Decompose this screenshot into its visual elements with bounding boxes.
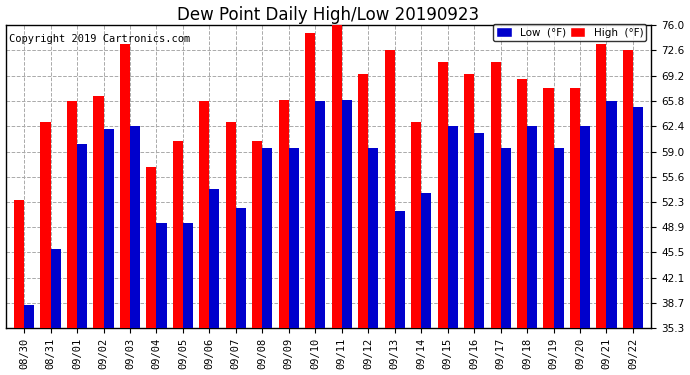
Bar xyxy=(305,33,315,375)
Bar xyxy=(596,44,607,375)
Bar xyxy=(448,126,457,375)
Legend: Low  (°F), High  (°F): Low (°F), High (°F) xyxy=(493,24,647,41)
Bar xyxy=(157,223,166,375)
Bar xyxy=(500,148,511,375)
Text: Copyright 2019 Cartronics.com: Copyright 2019 Cartronics.com xyxy=(9,34,190,44)
Bar xyxy=(553,148,564,375)
Bar xyxy=(236,208,246,375)
Bar xyxy=(332,21,342,375)
Bar xyxy=(607,101,617,375)
Bar xyxy=(517,79,527,375)
Bar xyxy=(130,126,140,375)
Bar xyxy=(183,223,193,375)
Bar xyxy=(384,51,395,375)
Bar xyxy=(411,122,421,375)
Bar xyxy=(209,189,219,375)
Bar xyxy=(421,193,431,375)
Bar xyxy=(120,44,130,375)
Bar xyxy=(358,74,368,375)
Bar xyxy=(199,101,209,375)
Bar xyxy=(77,144,87,375)
Bar xyxy=(527,126,537,375)
Bar xyxy=(262,148,273,375)
Bar xyxy=(342,100,352,375)
Bar xyxy=(544,88,553,375)
Bar xyxy=(395,211,405,375)
Bar xyxy=(570,88,580,375)
Bar xyxy=(173,141,183,375)
Bar xyxy=(315,101,326,375)
Bar xyxy=(24,304,34,375)
Bar xyxy=(633,107,643,375)
Bar xyxy=(289,148,299,375)
Bar xyxy=(41,122,50,375)
Bar xyxy=(464,74,474,375)
Bar xyxy=(93,96,104,375)
Bar xyxy=(474,133,484,375)
Bar xyxy=(623,51,633,375)
Bar xyxy=(491,62,500,375)
Bar xyxy=(104,129,114,375)
Bar xyxy=(580,126,590,375)
Bar xyxy=(437,62,448,375)
Bar xyxy=(50,249,61,375)
Bar xyxy=(67,101,77,375)
Title: Dew Point Daily High/Low 20190923: Dew Point Daily High/Low 20190923 xyxy=(177,6,480,24)
Bar xyxy=(146,167,157,375)
Bar xyxy=(368,148,378,375)
Bar xyxy=(253,141,262,375)
Bar xyxy=(279,100,289,375)
Bar xyxy=(226,122,236,375)
Bar xyxy=(14,200,24,375)
